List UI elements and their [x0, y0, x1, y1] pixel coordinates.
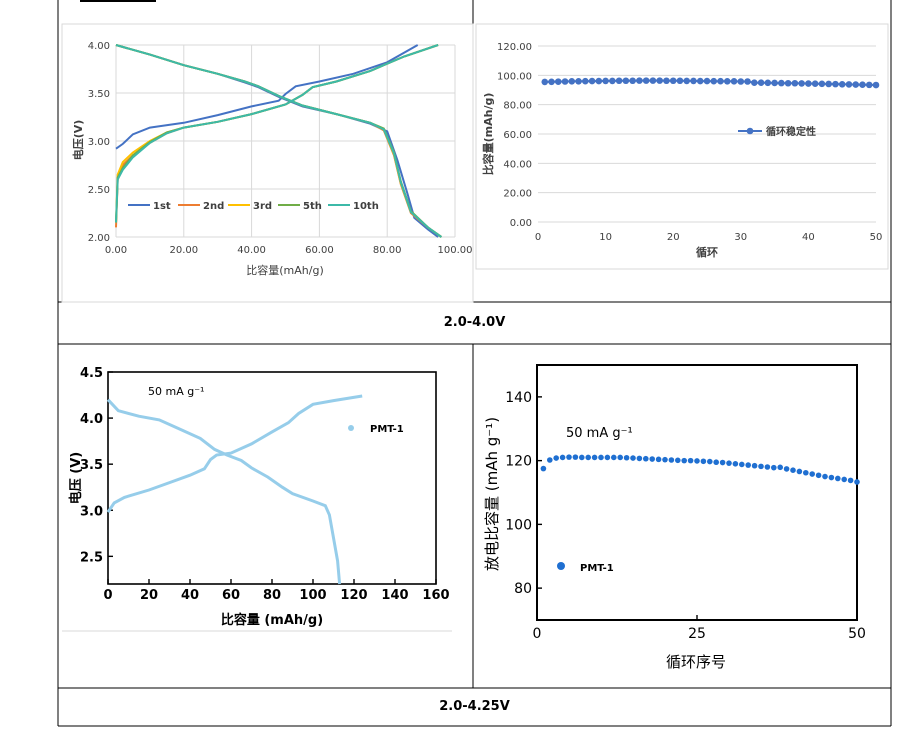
caption-voltage-range-1: 2.0-4.0V [443, 315, 506, 330]
caption-voltage-range-2: 2.0-4.25V [439, 699, 510, 714]
